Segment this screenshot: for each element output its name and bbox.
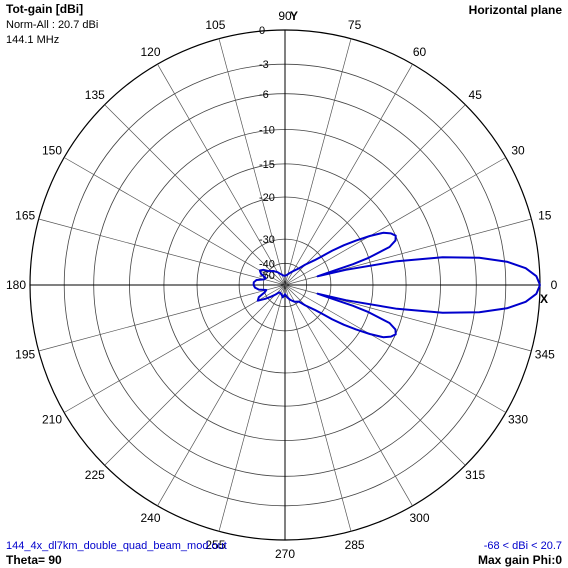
- grid-spoke: [157, 284, 286, 506]
- frequency-label: 144.1 MHz: [6, 34, 60, 46]
- radial-tick-label: -10: [259, 125, 275, 137]
- norm-label: Norm-All : 20.7 dBi: [6, 19, 99, 31]
- grid-spoke: [284, 38, 352, 286]
- angle-tick-label: 105: [205, 18, 225, 32]
- angle-tick-label: 195: [15, 348, 35, 362]
- quantity-label: Tot-gain [dBi]: [6, 2, 84, 16]
- angle-tick-label: 15: [538, 208, 552, 222]
- plane-label: Horizontal plane: [468, 3, 562, 17]
- angle-tick-label: 330: [508, 413, 528, 427]
- grid-spoke: [284, 284, 413, 506]
- grid-spoke: [284, 157, 506, 286]
- grid-spoke: [64, 157, 286, 286]
- angle-tick-label: 225: [85, 468, 105, 482]
- angle-tick-label: 270: [275, 547, 295, 561]
- angle-tick-label: 30: [511, 144, 525, 158]
- grid-spoke: [284, 284, 352, 532]
- angle-tick-label: 345: [535, 348, 555, 362]
- angle-tick-label: 165: [15, 208, 35, 222]
- grid-spoke: [38, 218, 286, 286]
- gain-series-line: [252, 231, 541, 339]
- radial-tick-label: -3: [259, 59, 269, 71]
- radial-tick-label: -20: [259, 192, 275, 204]
- angle-tick-label: 60: [413, 45, 427, 59]
- angle-tick-label: 150: [42, 144, 62, 158]
- max-gain-label: Max gain Phi:0: [477, 553, 562, 567]
- angle-tick-label: 315: [465, 468, 485, 482]
- radial-tick-label: 0: [259, 25, 265, 37]
- grid-spoke: [284, 104, 466, 286]
- radial-tick-label: -6: [259, 89, 269, 101]
- grid-spoke: [38, 284, 286, 352]
- radial-tick-label: -15: [259, 159, 275, 171]
- grid-spoke: [104, 284, 286, 466]
- angle-tick-label: 210: [42, 413, 62, 427]
- angle-tick-label: 180: [6, 278, 26, 292]
- polar-grid: [29, 29, 541, 541]
- angle-tick-label: 0: [551, 278, 558, 292]
- grid-spoke: [104, 104, 286, 286]
- grid-spoke: [284, 284, 466, 466]
- grid-spoke: [284, 64, 413, 286]
- theta-label: Theta= 90: [6, 553, 62, 567]
- grid-spoke: [157, 64, 286, 286]
- x-axis-label: X: [540, 292, 549, 306]
- radial-tick-label: -30: [259, 234, 275, 246]
- filename-label: 144_4x_dl7km_double_quad_beam_mod.out: [6, 540, 227, 552]
- y-axis-label: Y: [290, 9, 299, 23]
- grid-spoke: [218, 38, 286, 286]
- angle-tick-label: 75: [348, 18, 362, 32]
- angle-tick-labels: 0 15 30 45 60 75 90 105 120 135 150 165 180 195 210 225…: [6, 9, 558, 561]
- radial-tick-label: -40: [259, 258, 275, 270]
- radial-tick-labels: 0-3-6-10-15-20-30-40-50: [259, 25, 275, 282]
- grid-spoke: [218, 284, 286, 532]
- angle-tick-label: 120: [140, 45, 160, 59]
- gain-trace: [252, 231, 541, 339]
- range-label: -68 < dBi < 20.7: [483, 540, 562, 552]
- angle-tick-label: 45: [469, 88, 483, 102]
- angle-tick-label: 135: [85, 88, 105, 102]
- angle-tick-label: 285: [345, 538, 365, 552]
- angle-tick-label: 240: [140, 511, 160, 525]
- angle-tick-label: 300: [409, 511, 429, 525]
- angle-tick-label: 255: [205, 538, 225, 552]
- grid-spoke: [284, 284, 506, 413]
- grid-spoke: [64, 284, 286, 413]
- angle-tick-label: 90: [278, 9, 292, 23]
